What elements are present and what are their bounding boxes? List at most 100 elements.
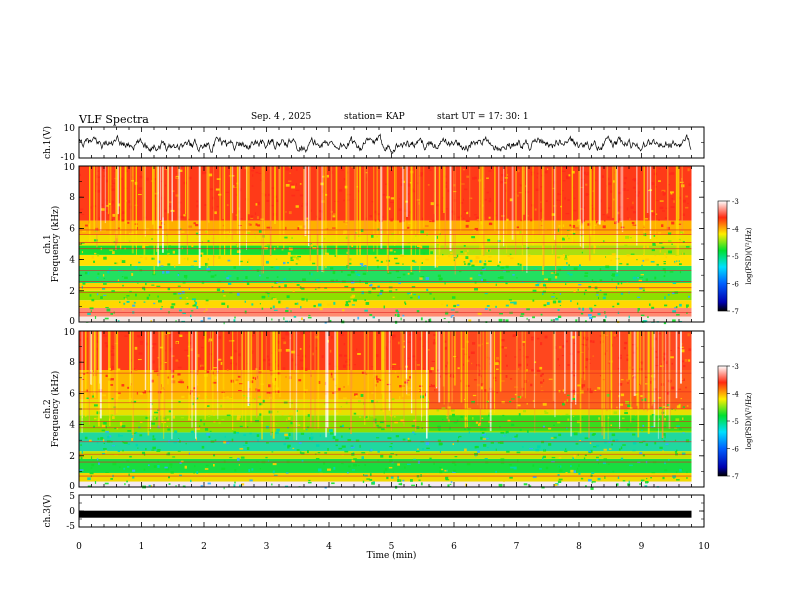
spectrogram-speckle [139,175,144,179]
spectrogram-speckle [655,213,658,215]
spectrogram-streak [247,331,250,382]
spectrogram-streak [579,331,582,434]
spectrogram-speckle [585,366,587,369]
spectrogram-speckle [597,296,599,300]
spectrogram-speckle [542,457,544,461]
spectrogram-speckle [262,358,267,362]
spectrogram-speckle [177,450,181,452]
spectrogram-speckle [655,237,658,239]
spectrogram-speckle [384,468,388,471]
spectrogram-speckle [137,193,142,196]
spectrogram-speckle [335,444,338,447]
spectrogram-speckle [152,343,157,346]
spectrogram-speckle [650,477,652,479]
spectrogram-streak [99,331,102,419]
spectrogram-speckle [475,421,479,424]
spectrogram-streak [119,166,122,250]
spectrogram-streak [454,166,456,275]
spectrogram-speckle [385,183,388,185]
spectrogram-speckle [566,340,568,343]
spectrogram-speckle [664,435,666,439]
spectrogram-streak [115,166,118,239]
spectrogram-speckle [288,268,291,271]
spectrogram-speckle [315,243,318,246]
spectrogram-speckle [360,394,364,397]
spectrogram-speckle [654,441,657,445]
spectrogram-speckle [245,441,248,444]
spectrogram-speckle [332,213,336,216]
spectrogram-streak [89,166,91,242]
spectrogram-speckle [488,245,492,248]
spectrogram-speckle [173,292,177,295]
spectrogram-speckle [205,299,209,302]
spectrogram-streak [135,166,137,247]
spectrogram-speckle [548,378,553,380]
spectrogram-speckle [124,441,128,444]
spectrogram-streak [651,331,654,404]
spectrogram-streak [628,331,630,380]
spectrogram-speckle [573,454,576,458]
spectrogram-speckle [176,405,181,408]
spectrogram-streak [606,166,609,214]
spectrogram-speckle [519,184,521,186]
spectrogram-speckle [145,243,149,247]
spectrogram-speckle [130,300,135,304]
spectrogram-speckle [186,297,189,299]
spectrogram-streak [231,166,234,240]
spectrogram-streak [279,331,281,398]
spectrogram-speckle [364,264,367,267]
spectrogram-streak [93,331,96,398]
spectrogram-speckle [257,201,260,205]
x-tick-label: 5 [389,542,395,552]
spectrogram-speckle [535,283,540,287]
spectrogram-speckle [235,362,238,366]
spectrogram-speckle [307,481,312,484]
spectrogram-speckle [645,278,649,281]
spectrogram-speckle [674,260,676,264]
spectrogram-speckle [574,391,579,394]
spectrogram-speckle [365,172,368,174]
spectrogram-speckle [425,277,430,281]
spectrogram-speckle [642,440,646,442]
spectrogram-speckle [505,319,509,322]
spectrogram-speckle [446,416,448,419]
spectrogram-speckle [674,408,677,411]
spectrogram-streak [581,331,583,379]
spectrogram-speckle [135,443,138,447]
spectrogram-speckle [628,480,630,484]
spectrogram-speckle [651,212,656,216]
spectrogram-streak [265,331,267,398]
spectrogram-speckle [488,357,491,360]
spectrogram-streak [665,331,667,417]
spectrogram-speckle [468,319,472,322]
spectrogram-speckle [103,283,107,285]
spectrogram-speckle [122,308,125,311]
spectrogram-speckle [680,280,684,282]
spectrogram-speckle [447,406,451,410]
spectrogram-speckle [427,184,430,186]
colorbar-tick-label: -5 [732,418,739,426]
spectrogram-streak [184,166,187,215]
spectrogram-streak [676,166,678,239]
spectrogram-speckle [604,240,607,243]
spectrogram-speckle [505,430,509,434]
spectrogram-streak [417,166,419,233]
spectrogram-speckle [206,403,209,406]
spectrogram-speckle [319,472,323,476]
spectrogram-streak [104,166,106,224]
spectrogram-speckle [177,273,180,277]
spectrogram-speckle [217,335,222,339]
spectrogram-speckle [299,451,302,454]
spectrogram-speckle [268,193,271,197]
spectrogram-speckle [257,224,261,227]
spectrogram-speckle [411,190,416,193]
spectrogram-speckle [380,289,384,293]
spectrogram-speckle [315,347,317,350]
station-label: station= KAP [344,112,405,122]
spectrogram-speckle [284,320,289,323]
spectrogram-speckle [377,459,380,462]
spectrogram-speckle [132,400,137,403]
spectrogram-speckle [404,381,408,384]
spectrogram-speckle [661,210,666,212]
spectrogram-streak [276,331,278,394]
